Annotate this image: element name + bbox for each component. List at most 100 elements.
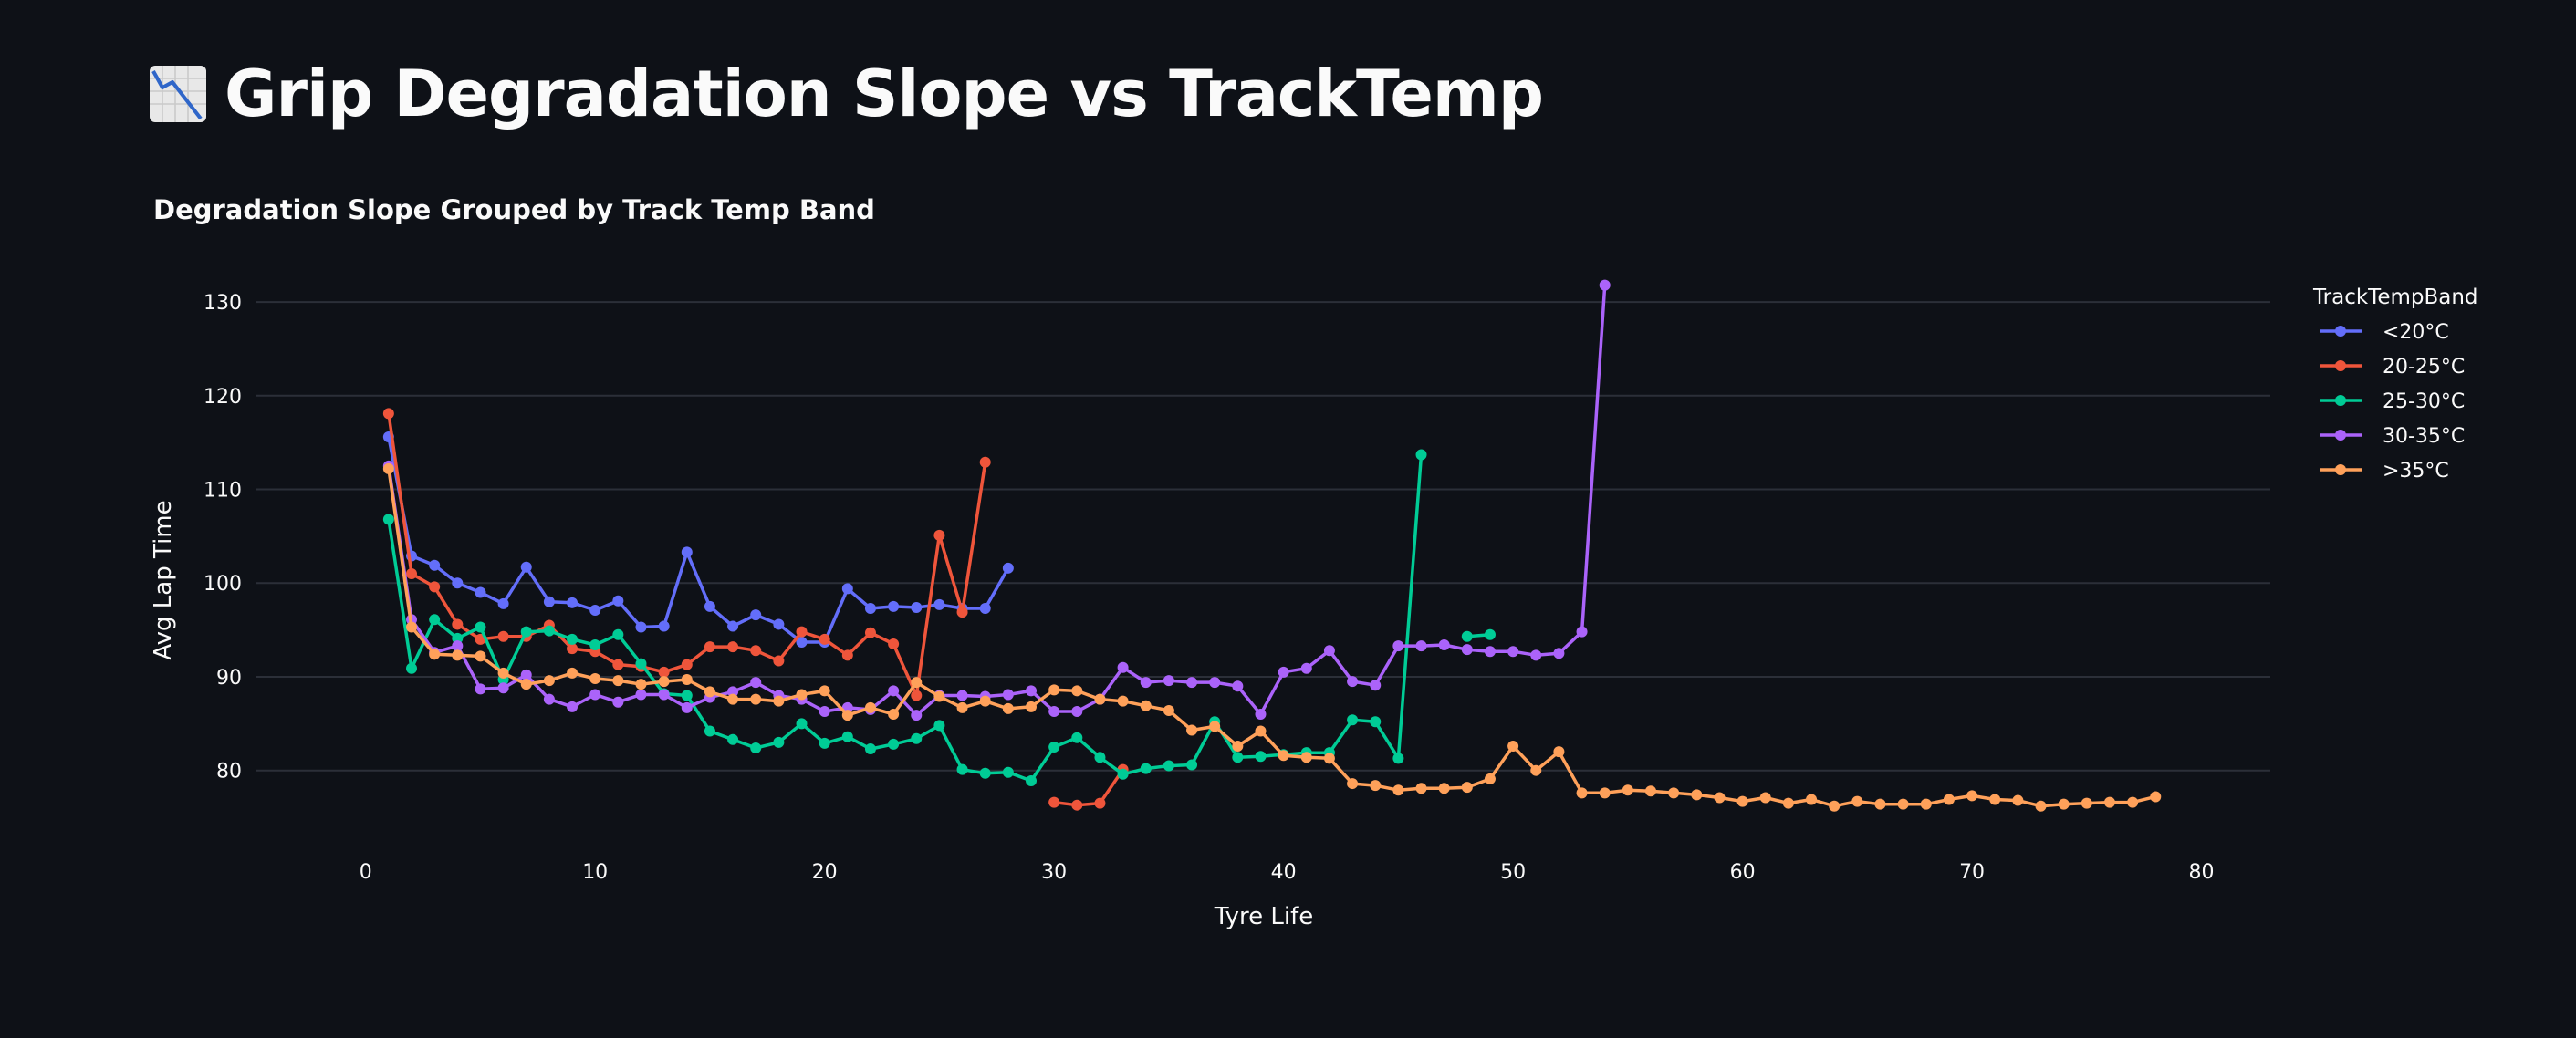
data-point[interactable] bbox=[911, 690, 923, 701]
data-point[interactable] bbox=[864, 602, 876, 614]
data-point[interactable] bbox=[979, 602, 991, 614]
data-point[interactable] bbox=[1002, 562, 1014, 574]
data-point[interactable] bbox=[658, 676, 670, 688]
data-point[interactable] bbox=[1897, 798, 1909, 810]
data-point[interactable] bbox=[1026, 685, 1038, 697]
data-point[interactable] bbox=[796, 689, 808, 701]
data-point[interactable] bbox=[1553, 746, 1565, 758]
data-point[interactable] bbox=[979, 456, 991, 468]
data-point[interactable] bbox=[1484, 773, 1496, 784]
data-point[interactable] bbox=[382, 514, 394, 525]
data-point[interactable] bbox=[475, 650, 486, 662]
data-point[interactable] bbox=[933, 529, 945, 541]
data-point[interactable] bbox=[681, 659, 693, 670]
data-point[interactable] bbox=[1461, 782, 1473, 794]
data-point[interactable] bbox=[704, 641, 715, 653]
data-point[interactable] bbox=[888, 709, 900, 721]
data-point[interactable] bbox=[727, 733, 739, 745]
data-point[interactable] bbox=[543, 596, 555, 607]
data-point[interactable] bbox=[2127, 796, 2139, 808]
data-point[interactable] bbox=[1415, 640, 1427, 652]
data-point[interactable] bbox=[1966, 790, 1978, 802]
data-point[interactable] bbox=[475, 683, 486, 695]
data-point[interactable] bbox=[956, 607, 968, 618]
data-point[interactable] bbox=[681, 690, 693, 701]
data-point[interactable] bbox=[1048, 705, 1060, 717]
data-point[interactable] bbox=[819, 633, 830, 645]
data-point[interactable] bbox=[1186, 677, 1198, 689]
data-point[interactable] bbox=[589, 673, 601, 685]
data-point[interactable] bbox=[429, 649, 441, 660]
data-point[interactable] bbox=[956, 763, 968, 775]
data-point[interactable] bbox=[520, 561, 532, 573]
data-point[interactable] bbox=[1943, 794, 1955, 805]
data-point[interactable] bbox=[1071, 799, 1083, 811]
data-point[interactable] bbox=[543, 625, 555, 637]
data-point[interactable] bbox=[1209, 721, 1221, 732]
data-point[interactable] bbox=[750, 645, 762, 657]
data-point[interactable] bbox=[1209, 677, 1221, 689]
data-point[interactable] bbox=[497, 630, 509, 642]
data-point[interactable] bbox=[429, 614, 441, 626]
data-point[interactable] bbox=[429, 559, 441, 571]
data-point[interactable] bbox=[658, 689, 670, 701]
legend-item[interactable]: 25-30°C bbox=[2320, 390, 2465, 413]
data-point[interactable] bbox=[681, 701, 693, 713]
data-point[interactable] bbox=[1484, 628, 1496, 640]
data-point[interactable] bbox=[589, 605, 601, 617]
data-point[interactable] bbox=[841, 649, 853, 661]
data-point[interactable] bbox=[727, 686, 739, 698]
data-point[interactable] bbox=[612, 595, 624, 607]
data-point[interactable] bbox=[406, 567, 418, 579]
data-point[interactable] bbox=[1507, 646, 1519, 658]
data-point[interactable] bbox=[1232, 752, 1244, 763]
data-point[interactable] bbox=[911, 732, 923, 744]
data-point[interactable] bbox=[382, 408, 394, 420]
data-point[interactable] bbox=[1071, 685, 1083, 697]
data-point[interactable] bbox=[1186, 759, 1198, 771]
data-point[interactable] bbox=[1002, 702, 1014, 714]
data-point[interactable] bbox=[1714, 792, 1726, 804]
data-point[interactable] bbox=[475, 621, 486, 633]
data-point[interactable] bbox=[979, 767, 991, 779]
data-point[interactable] bbox=[933, 720, 945, 732]
data-point[interactable] bbox=[406, 662, 418, 674]
data-point[interactable] bbox=[520, 669, 532, 680]
data-point[interactable] bbox=[841, 583, 853, 595]
data-point[interactable] bbox=[1806, 794, 1818, 805]
data-point[interactable] bbox=[1347, 778, 1359, 790]
data-point[interactable] bbox=[1300, 752, 1312, 763]
data-point[interactable] bbox=[1163, 760, 1174, 772]
data-point[interactable] bbox=[750, 677, 762, 689]
data-point[interactable] bbox=[1117, 768, 1129, 780]
data-point[interactable] bbox=[1048, 796, 1060, 808]
data-point[interactable] bbox=[1989, 794, 2001, 805]
data-point[interactable] bbox=[1622, 784, 1633, 796]
data-point[interactable] bbox=[497, 597, 509, 609]
data-point[interactable] bbox=[681, 546, 693, 558]
data-point[interactable] bbox=[1094, 693, 1106, 705]
data-point[interactable] bbox=[704, 686, 715, 698]
data-point[interactable] bbox=[2150, 791, 2162, 803]
data-point[interactable] bbox=[864, 743, 876, 755]
data-point[interactable] bbox=[1278, 750, 1289, 762]
data-point[interactable] bbox=[1140, 763, 1152, 774]
data-point[interactable] bbox=[1255, 709, 1267, 721]
data-point[interactable] bbox=[819, 685, 830, 697]
data-point[interactable] bbox=[1323, 753, 1335, 764]
data-point[interactable] bbox=[1530, 649, 1542, 661]
data-point[interactable] bbox=[1691, 789, 1703, 801]
data-point[interactable] bbox=[1140, 677, 1152, 689]
data-point[interactable] bbox=[452, 649, 464, 661]
legend-item[interactable]: 20-25°C bbox=[2320, 356, 2465, 379]
data-point[interactable] bbox=[1461, 644, 1473, 656]
data-point[interactable] bbox=[1392, 753, 1404, 764]
data-point[interactable] bbox=[1645, 785, 1657, 797]
data-point[interactable] bbox=[819, 705, 830, 717]
data-point[interactable] bbox=[2081, 797, 2092, 809]
data-point[interactable] bbox=[956, 701, 968, 713]
data-point[interactable] bbox=[1323, 645, 1335, 657]
data-point[interactable] bbox=[1530, 764, 1542, 776]
data-point[interactable] bbox=[933, 690, 945, 702]
data-point[interactable] bbox=[888, 600, 900, 612]
